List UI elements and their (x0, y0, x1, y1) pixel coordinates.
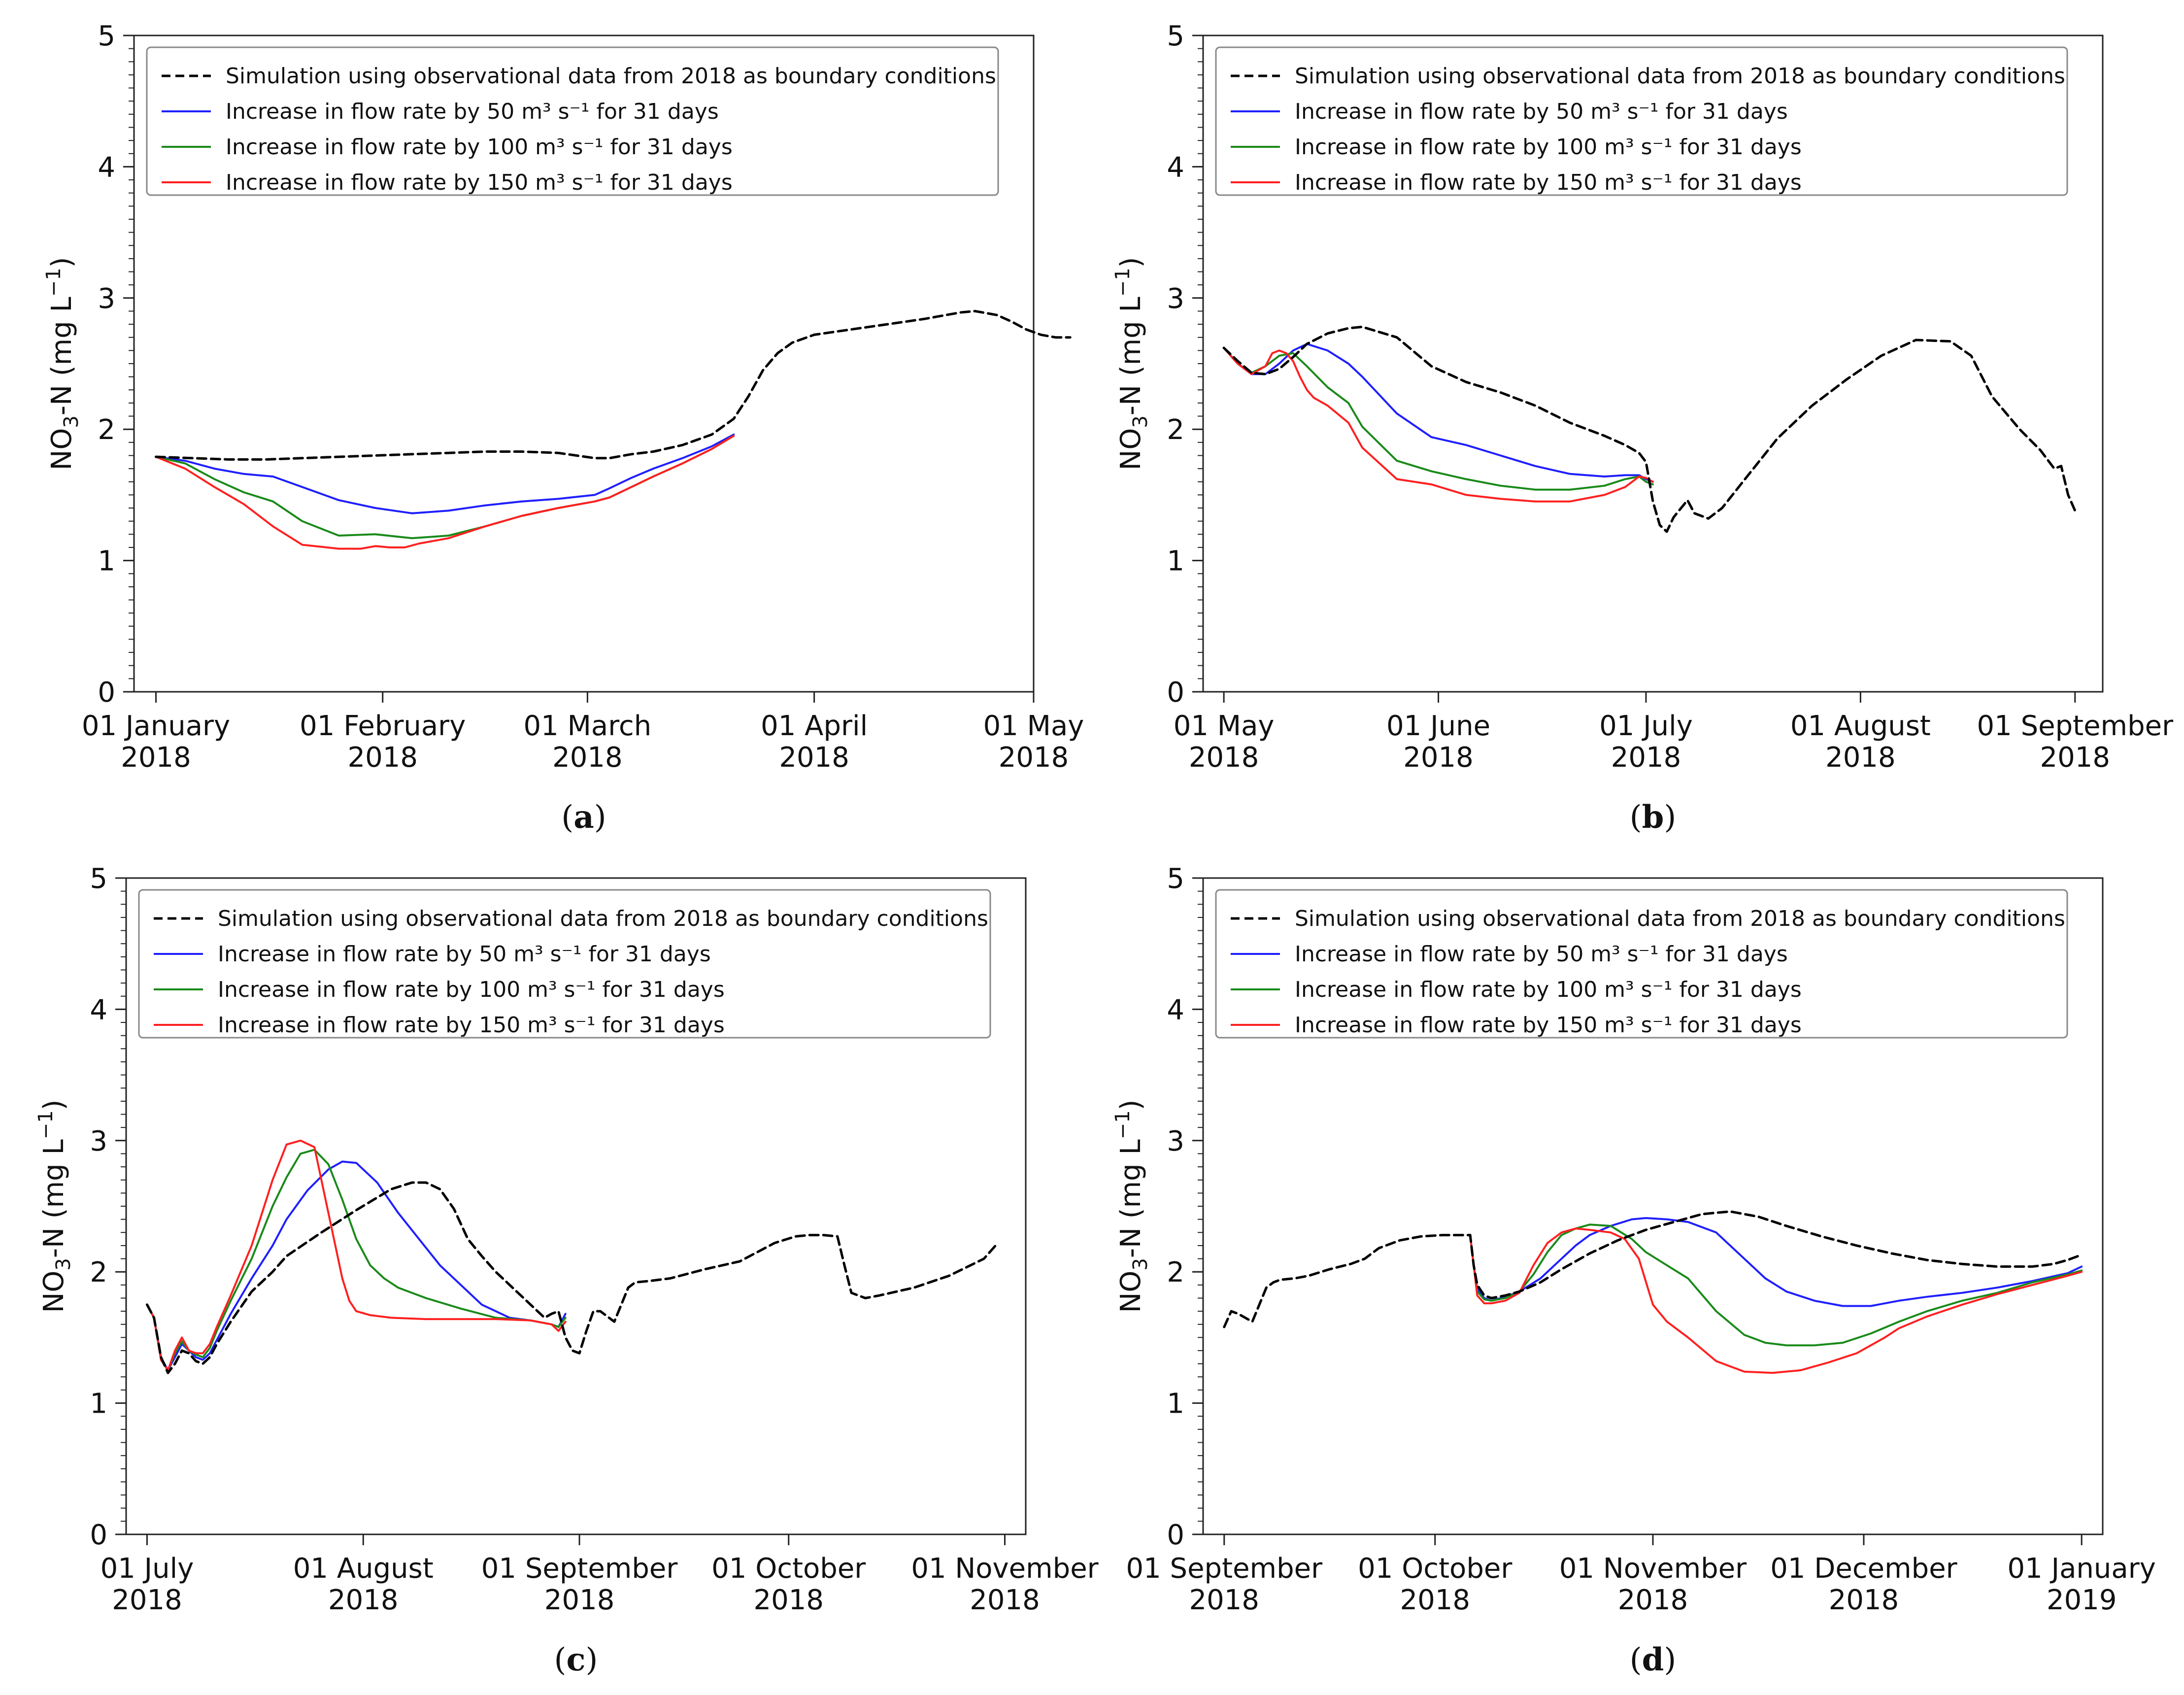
legend-baseline-label: Simulation using observational data from… (218, 906, 988, 931)
y-axis-label: NO3-N (mg L−1) (42, 257, 83, 470)
series-q150-line (146, 1139, 567, 1371)
legend-q150-label: Increase in flow rate by 150 m³ s⁻¹ for … (1295, 1013, 1802, 1038)
series-baseline-line (1223, 1210, 2083, 1328)
panel-d: 0 1 2 3 4 5 01 September 2018 01 October 2018 01 N… (1111, 863, 2156, 1678)
legend-q50-label: Increase in flow rate by 50 m³ s⁻¹ for 3… (1295, 99, 1788, 124)
legend-baseline-label: Simulation using observational data from… (1295, 64, 2065, 89)
y-axis-label: NO3-N (mg L−1) (34, 1099, 75, 1313)
legend-q50-label: Increase in flow rate by 50 m³ s⁻¹ for 3… (218, 942, 711, 967)
panel-label: (a) (561, 799, 606, 836)
series-q100-line (146, 1149, 567, 1371)
x-tick-label: 01 January 2018 (82, 710, 230, 774)
y-tick-label: 4 (1167, 994, 1184, 1026)
x-tick-label: 01 September 2018 (1126, 1553, 1323, 1616)
series-baseline-line (1222, 325, 2077, 533)
series-q50-line (155, 433, 735, 514)
series-q150-line (1469, 1227, 2083, 1374)
x-tick-label: 01 August 2018 (1790, 710, 1931, 774)
series-q100-line (1223, 347, 1654, 491)
y-tick-label: 3 (1167, 1125, 1184, 1157)
panel-label: (c) (554, 1641, 598, 1678)
panel-b: 0 1 2 3 4 5 01 May 2018 01 June 2018 01 July 2018 01… (1111, 20, 2174, 836)
y-axis-label: NO3-N (mg L−1) (1111, 257, 1152, 470)
panel-c: 0 1 2 3 4 5 01 July 2018 01 August 2018 01 Septemb… (34, 863, 1099, 1678)
legend-q100-label: Increase in flow rate by 100 m³ s⁻¹ for … (226, 135, 733, 160)
x-tick-label: 01 September 2018 (1977, 710, 2174, 774)
y-tick-label: 4 (90, 994, 107, 1026)
series-baseline-line (155, 309, 1072, 461)
series-q150-line (1223, 347, 1654, 503)
panel-a: 0 1 2 3 4 5 01 January 2018 01 February 2018 01 Ma… (42, 20, 1084, 836)
y-tick-label: 5 (1167, 20, 1184, 52)
x-tick-label: 01 March 2018 (524, 710, 652, 774)
y-tick-label: 0 (1167, 677, 1184, 709)
y-tick-label: 1 (90, 1388, 107, 1420)
y-tick-label: 2 (98, 414, 115, 446)
x-tick-label: 01 May 2018 (1174, 710, 1275, 774)
legend-q50-label: Increase in flow rate by 50 m³ s⁻¹ for 3… (226, 99, 719, 124)
legend-q100-label: Increase in flow rate by 100 m³ s⁻¹ for … (1295, 977, 1802, 1002)
legend-box (1215, 46, 2068, 196)
series-q50-line (1469, 1217, 2083, 1307)
legend-box (1215, 889, 2068, 1039)
legend-q100-label: Increase in flow rate by 100 m³ s⁻¹ for … (218, 977, 725, 1002)
series-q50-line (1223, 343, 1654, 483)
x-tick-label: 01 February 2018 (300, 710, 466, 774)
x-tick-label: 01 May 2018 (983, 710, 1084, 774)
x-tick-label: 01 December 2018 (1770, 1553, 1957, 1616)
y-tick-label: 3 (98, 283, 115, 315)
x-tick-label: 01 November 2018 (1559, 1553, 1747, 1616)
y-tick-label: 4 (98, 151, 115, 183)
y-tick-label: 1 (1167, 1388, 1184, 1420)
x-tick-label: 01 August 2018 (293, 1553, 434, 1616)
x-tick-label: 01 October 2018 (711, 1553, 866, 1616)
y-tick-label: 2 (1167, 414, 1184, 446)
legend-q150-label: Increase in flow rate by 150 m³ s⁻¹ for … (1295, 170, 1802, 195)
x-tick-label: 01 November 2018 (911, 1553, 1099, 1616)
y-tick-label: 1 (1167, 545, 1184, 577)
y-tick-label: 2 (90, 1256, 107, 1288)
legend-baseline-label: Simulation using observational data from… (1295, 906, 2065, 931)
y-tick-label: 1 (98, 545, 115, 577)
y-tick-label: 5 (90, 863, 107, 895)
x-tick-label: 01 July 2018 (1599, 710, 1693, 774)
series-q150-line (155, 435, 735, 550)
y-tick-label: 3 (90, 1125, 107, 1157)
series-q100-line (155, 435, 735, 540)
y-tick-label: 4 (1167, 151, 1184, 183)
legend-q150-label: Increase in flow rate by 150 m³ s⁻¹ for … (218, 1013, 725, 1038)
y-tick-label: 3 (1167, 283, 1184, 315)
x-tick-label: 01 July 2018 (101, 1553, 194, 1616)
y-tick-label: 0 (1167, 1519, 1184, 1551)
panel-label: (b) (1630, 799, 1677, 836)
panel-label: (d) (1630, 1641, 1677, 1678)
y-tick-label: 0 (90, 1519, 107, 1551)
y-tick-label: 0 (98, 677, 115, 709)
y-tick-label: 5 (1167, 863, 1184, 895)
series-q50-line (146, 1160, 567, 1371)
x-tick-label: 01 April 2018 (761, 710, 868, 774)
legend-q150-label: Increase in flow rate by 150 m³ s⁻¹ for … (226, 170, 733, 195)
y-tick-label: 5 (98, 20, 115, 52)
x-tick-label: 01 January 2019 (2008, 1553, 2156, 1616)
legend-q50-label: Increase in flow rate by 50 m³ s⁻¹ for 3… (1295, 942, 1788, 967)
legend-box (138, 889, 991, 1039)
x-tick-label: 01 June 2018 (1386, 710, 1490, 774)
legend-q100-label: Increase in flow rate by 100 m³ s⁻¹ for … (1295, 135, 1802, 160)
series-baseline-line (146, 1181, 999, 1374)
y-tick-label: 2 (1167, 1256, 1184, 1288)
legend-box (146, 46, 999, 196)
y-axis-label: NO3-N (mg L−1) (1111, 1099, 1152, 1313)
legend-baseline-label: Simulation using observational data from… (226, 64, 996, 89)
series-q100-line (1469, 1223, 2083, 1347)
x-tick-label: 01 October 2018 (1358, 1553, 1512, 1616)
x-tick-label: 01 September 2018 (481, 1553, 678, 1616)
